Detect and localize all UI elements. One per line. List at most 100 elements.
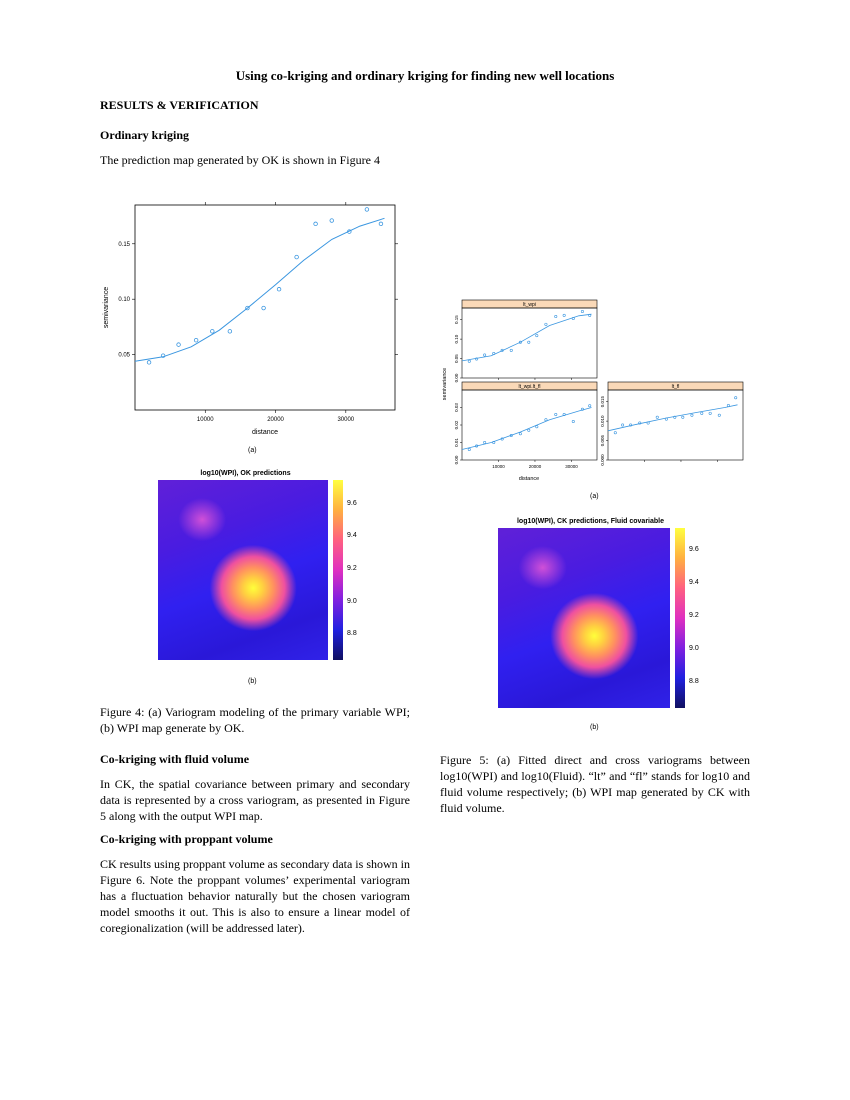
data-point [509, 434, 513, 438]
data-point [629, 423, 633, 427]
figure4b-heatmap [158, 480, 328, 660]
x-tick-label: 10000 [492, 464, 505, 469]
data-point [500, 348, 504, 352]
data-point [364, 207, 370, 212]
figure5b-heatmap [498, 528, 670, 708]
data-point [492, 441, 496, 445]
figure4b-map-title: log10(WPI), OK predictions [200, 470, 291, 477]
section-ck-proppant-heading: Co-kriging with proppant volume [100, 832, 273, 846]
data-point [527, 340, 531, 344]
figure5b-colorbar [675, 528, 685, 708]
figure5b-colorbar-tick: 8.8 [689, 678, 699, 685]
figure4a-variogram: 10000 20000 30000 0.05 0.10 0.15 distance semiv… [103, 202, 398, 436]
data-point [638, 421, 642, 425]
fitted-model-line [461, 313, 592, 362]
data-point [500, 437, 504, 441]
section-ck-fluid-text: In CK, the spatial covariance between pr… [100, 777, 410, 823]
section-results-heading: RESULTS & VERIFICATION [100, 98, 259, 112]
figure4b-colorbar-tick: 9.2 [347, 565, 357, 572]
y-tick-label: 0.000 [600, 454, 605, 466]
section-ok-heading: Ordinary kriging [100, 128, 190, 142]
data-point [690, 413, 694, 417]
data-point [160, 353, 166, 358]
y-tick-label: 0.01 [454, 438, 459, 447]
data-point [580, 310, 584, 314]
data-point [646, 421, 650, 425]
figure5b-label: (b) [590, 724, 599, 731]
panel-title: lt_fl [672, 384, 680, 390]
data-point [571, 316, 575, 320]
data-point [245, 305, 250, 311]
data-point [535, 425, 539, 429]
data-point [210, 329, 215, 334]
figure5b-colorbar-tick: 9.4 [689, 579, 699, 586]
figure4-caption: Figure 4: (a) Variogram modeling of the … [100, 705, 410, 735]
data-point [329, 218, 334, 223]
panel-frame [461, 389, 598, 461]
section-ok-text: The prediction map generated by OK is sh… [100, 153, 380, 167]
data-point [483, 353, 487, 357]
figure5-caption: Figure 5: (a) Fitted direct and cross va… [440, 753, 750, 815]
data-point [717, 413, 721, 417]
data-point [700, 411, 704, 415]
figure5b-map-title: log10(WPI), CK predictions, Fluid covari… [516, 518, 665, 525]
x-tick-label: 30000 [337, 417, 354, 423]
data-point [535, 334, 539, 338]
data-point [176, 342, 181, 347]
figure5b-colorbar-tick: 9.6 [689, 546, 699, 553]
data-point [475, 444, 479, 448]
y-tick-label: 0.00 [454, 373, 459, 382]
figure4b-colorbar-tick: 9.0 [347, 598, 357, 605]
x-tick-label: 20000 [529, 464, 542, 469]
panel-frame [461, 307, 598, 379]
figure4a-label: (a) [248, 447, 257, 454]
data-point [708, 411, 712, 415]
data-point [588, 404, 592, 408]
data-point [562, 413, 566, 417]
data-point [580, 407, 584, 411]
data-point [673, 415, 677, 419]
panel-title: lt_wpi [523, 302, 536, 308]
data-point [294, 254, 299, 260]
data-point [664, 417, 668, 421]
y-tick-label: 0.05 [118, 353, 130, 359]
figure5a-variograms: lt_wpi 0.00 0.05 0.10 0.15 lt_wpi.lt_fl 0.00 0.… [442, 299, 744, 482]
y-tick-label: 0.15 [454, 315, 459, 324]
data-point [347, 229, 352, 234]
data-point [613, 431, 617, 435]
data-point [562, 313, 566, 317]
data-point [527, 428, 531, 432]
data-point [146, 360, 152, 365]
y-axis-label: semivariance [103, 287, 110, 328]
data-point [544, 418, 548, 422]
data-point [467, 359, 471, 363]
data-point [261, 305, 266, 311]
y-tick-label: 0.10 [454, 334, 459, 343]
data-point [544, 322, 548, 326]
data-point [518, 340, 522, 344]
section-ck-fluid-heading: Co-kriging with fluid volume [100, 752, 250, 766]
data-point [193, 337, 199, 343]
y-tick-label: 0.02 [454, 420, 459, 429]
data-point [509, 348, 513, 352]
data-point [571, 420, 575, 424]
panel-frame [607, 389, 744, 461]
y-tick-label: 0.015 [600, 396, 605, 408]
fitted-model-line [461, 407, 592, 450]
y-tick-label: 0.005 [600, 434, 605, 446]
data-point [681, 415, 685, 419]
figure4b-colorbar-tick: 9.6 [347, 500, 357, 507]
x-axis-label: distance [519, 476, 540, 482]
y-tick-label: 0.03 [454, 403, 459, 412]
data-point [554, 413, 558, 417]
fitted-model-line [134, 217, 385, 362]
data-point [734, 396, 738, 400]
figure4b-colorbar-tick: 8.8 [347, 630, 357, 637]
x-tick-label: 30000 [565, 464, 578, 469]
y-tick-label: 0.010 [600, 415, 605, 427]
figure5b-colorbar-tick: 9.0 [689, 645, 699, 652]
data-point [621, 423, 625, 427]
section-ck-proppant-text: CK results using proppant volume as seco… [100, 857, 410, 935]
figure4b-colorbar-tick: 9.4 [347, 532, 357, 539]
data-point [276, 287, 282, 292]
